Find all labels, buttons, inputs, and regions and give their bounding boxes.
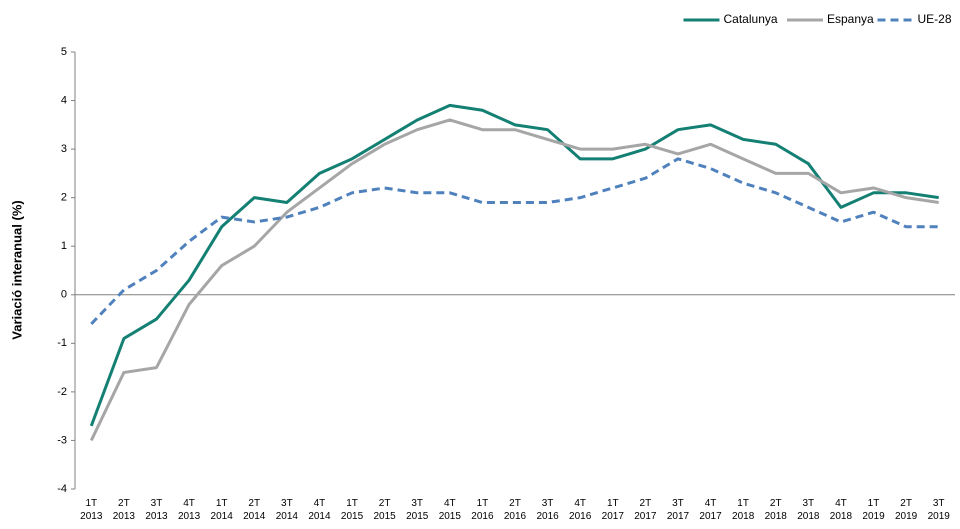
x-tick-quarter: 1T: [737, 498, 749, 509]
x-tick-label: 1T 2015: [341, 498, 364, 522]
x-tick-year: 2013: [113, 511, 136, 522]
y-tick-label: -3: [57, 434, 67, 446]
x-tick-year: 2014: [308, 511, 331, 522]
x-tick-quarter: 2T: [118, 498, 130, 509]
x-tick-year: 2013: [80, 511, 103, 522]
x-tick-label: 3T 2013: [145, 498, 168, 522]
x-tick-quarter: 3T: [542, 498, 554, 509]
y-tick-label: 5: [61, 46, 67, 58]
x-tick-quarter: 3T: [933, 498, 945, 509]
x-tick-label: 1T 2013: [80, 498, 103, 522]
x-tick-quarter: 2T: [900, 498, 912, 509]
x-tick-year: 2016: [471, 511, 494, 522]
x-tick-year: 2016: [536, 511, 559, 522]
x-tick-quarter: 2T: [248, 498, 260, 509]
x-tick-label: 2T 2015: [374, 498, 397, 522]
x-tick-quarter: 4T: [574, 498, 586, 509]
x-tick-quarter: 2T: [770, 498, 782, 509]
x-tick-quarter: 1T: [868, 498, 880, 509]
x-tick-quarter: 3T: [672, 498, 684, 509]
y-tick-label: 3: [61, 143, 67, 155]
y-tick-label: -1: [57, 337, 67, 349]
y-tick-label: 4: [61, 94, 67, 106]
x-tick-quarter: 2T: [509, 498, 521, 509]
x-tick-label: 4T 2016: [569, 498, 592, 522]
x-tick-label: 2T 2017: [634, 498, 657, 522]
x-tick-quarter: 4T: [705, 498, 717, 509]
x-tick-year: 2016: [569, 511, 592, 522]
y-tick-label: 1: [61, 240, 67, 252]
x-tick-year: 2015: [406, 511, 429, 522]
x-tick-label: 2T 2016: [504, 498, 527, 522]
x-tick-year: 2013: [178, 511, 201, 522]
x-tick-label: 4T 2014: [308, 498, 331, 522]
x-tick-label: 4T 2015: [439, 498, 462, 522]
x-tick-label: 3T 2014: [276, 498, 299, 522]
legend-label: Espanya: [827, 12, 874, 26]
x-tick-quarter: 4T: [835, 498, 847, 509]
x-tick-label: 1T 2016: [471, 498, 494, 522]
x-tick-label: 1T 2017: [602, 498, 625, 522]
x-tick-year: 2018: [765, 511, 788, 522]
x-tick-quarter: 4T: [444, 498, 456, 509]
series-line: [89, 118, 939, 442]
x-tick-quarter: 4T: [314, 498, 326, 509]
x-tick-quarter: 3T: [411, 498, 423, 509]
legend-label: UE-28: [918, 12, 952, 26]
x-tick-quarter: 1T: [346, 498, 358, 509]
x-tick-year: 2018: [797, 511, 820, 522]
x-tick-quarter: 1T: [607, 498, 619, 509]
y-tick-label: -2: [57, 386, 67, 398]
x-tick-label: 1T 2014: [211, 498, 234, 522]
x-tick-quarter: 1T: [477, 498, 489, 509]
x-tick-year: 2014: [276, 511, 299, 522]
x-tick-year: 2019: [895, 511, 918, 522]
x-tick-label: 2T 2019: [895, 498, 918, 522]
x-tick-label: 3T 2015: [406, 498, 429, 522]
x-tick-quarter: 3T: [151, 498, 163, 509]
x-tick-quarter: 2T: [379, 498, 391, 509]
x-tick-year: 2019: [862, 511, 885, 522]
x-tick-label: 4T 2018: [830, 498, 853, 522]
x-tick-quarter: 4T: [183, 498, 195, 509]
x-tick-label: 4T 2013: [178, 498, 201, 522]
x-tick-year: 2017: [667, 511, 690, 522]
x-tick-label: 1T 2018: [732, 498, 755, 522]
x-tick-year: 2018: [830, 511, 853, 522]
x-tick-label: 3T 2019: [928, 498, 951, 522]
series-line: [90, 157, 939, 325]
x-tick-label: 2T 2013: [113, 498, 136, 522]
x-tick-year: 2014: [243, 511, 266, 522]
x-tick-year: 2015: [374, 511, 397, 522]
x-tick-year: 2019: [928, 511, 951, 522]
y-tick-label: 2: [61, 192, 67, 204]
x-tick-label: 1T 2019: [862, 498, 885, 522]
legend-label: Catalunya: [724, 12, 778, 26]
x-tick-year: 2018: [732, 511, 755, 522]
x-tick-year: 2017: [634, 511, 657, 522]
x-tick-quarter: 2T: [640, 498, 652, 509]
y-tick-label: -4: [57, 483, 67, 495]
x-tick-quarter: 3T: [802, 498, 814, 509]
series-line: [89, 103, 939, 427]
x-tick-quarter: 1T: [85, 498, 97, 509]
x-tick-year: 2013: [145, 511, 168, 522]
x-tick-label: 2T 2018: [765, 498, 788, 522]
x-tick-label: 3T 2016: [536, 498, 559, 522]
x-tick-quarter: 1T: [216, 498, 228, 509]
x-tick-year: 2015: [341, 511, 364, 522]
x-tick-quarter: 3T: [281, 498, 293, 509]
x-tick-label: 2T 2014: [243, 498, 266, 522]
x-tick-year: 2017: [699, 511, 722, 522]
x-tick-year: 2016: [504, 511, 527, 522]
x-tick-label: 4T 2017: [699, 498, 722, 522]
x-tick-year: 2017: [602, 511, 625, 522]
y-axis-label: Variació interanual (%): [9, 200, 24, 339]
x-tick-label: 3T 2018: [797, 498, 820, 522]
y-tick-label: 0: [61, 289, 67, 301]
x-tick-year: 2015: [439, 511, 462, 522]
x-tick-year: 2014: [211, 511, 234, 522]
x-tick-label: 3T 2017: [667, 498, 690, 522]
